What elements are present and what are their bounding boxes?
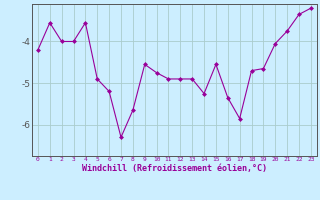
X-axis label: Windchill (Refroidissement éolien,°C): Windchill (Refroidissement éolien,°C) [82,164,267,173]
